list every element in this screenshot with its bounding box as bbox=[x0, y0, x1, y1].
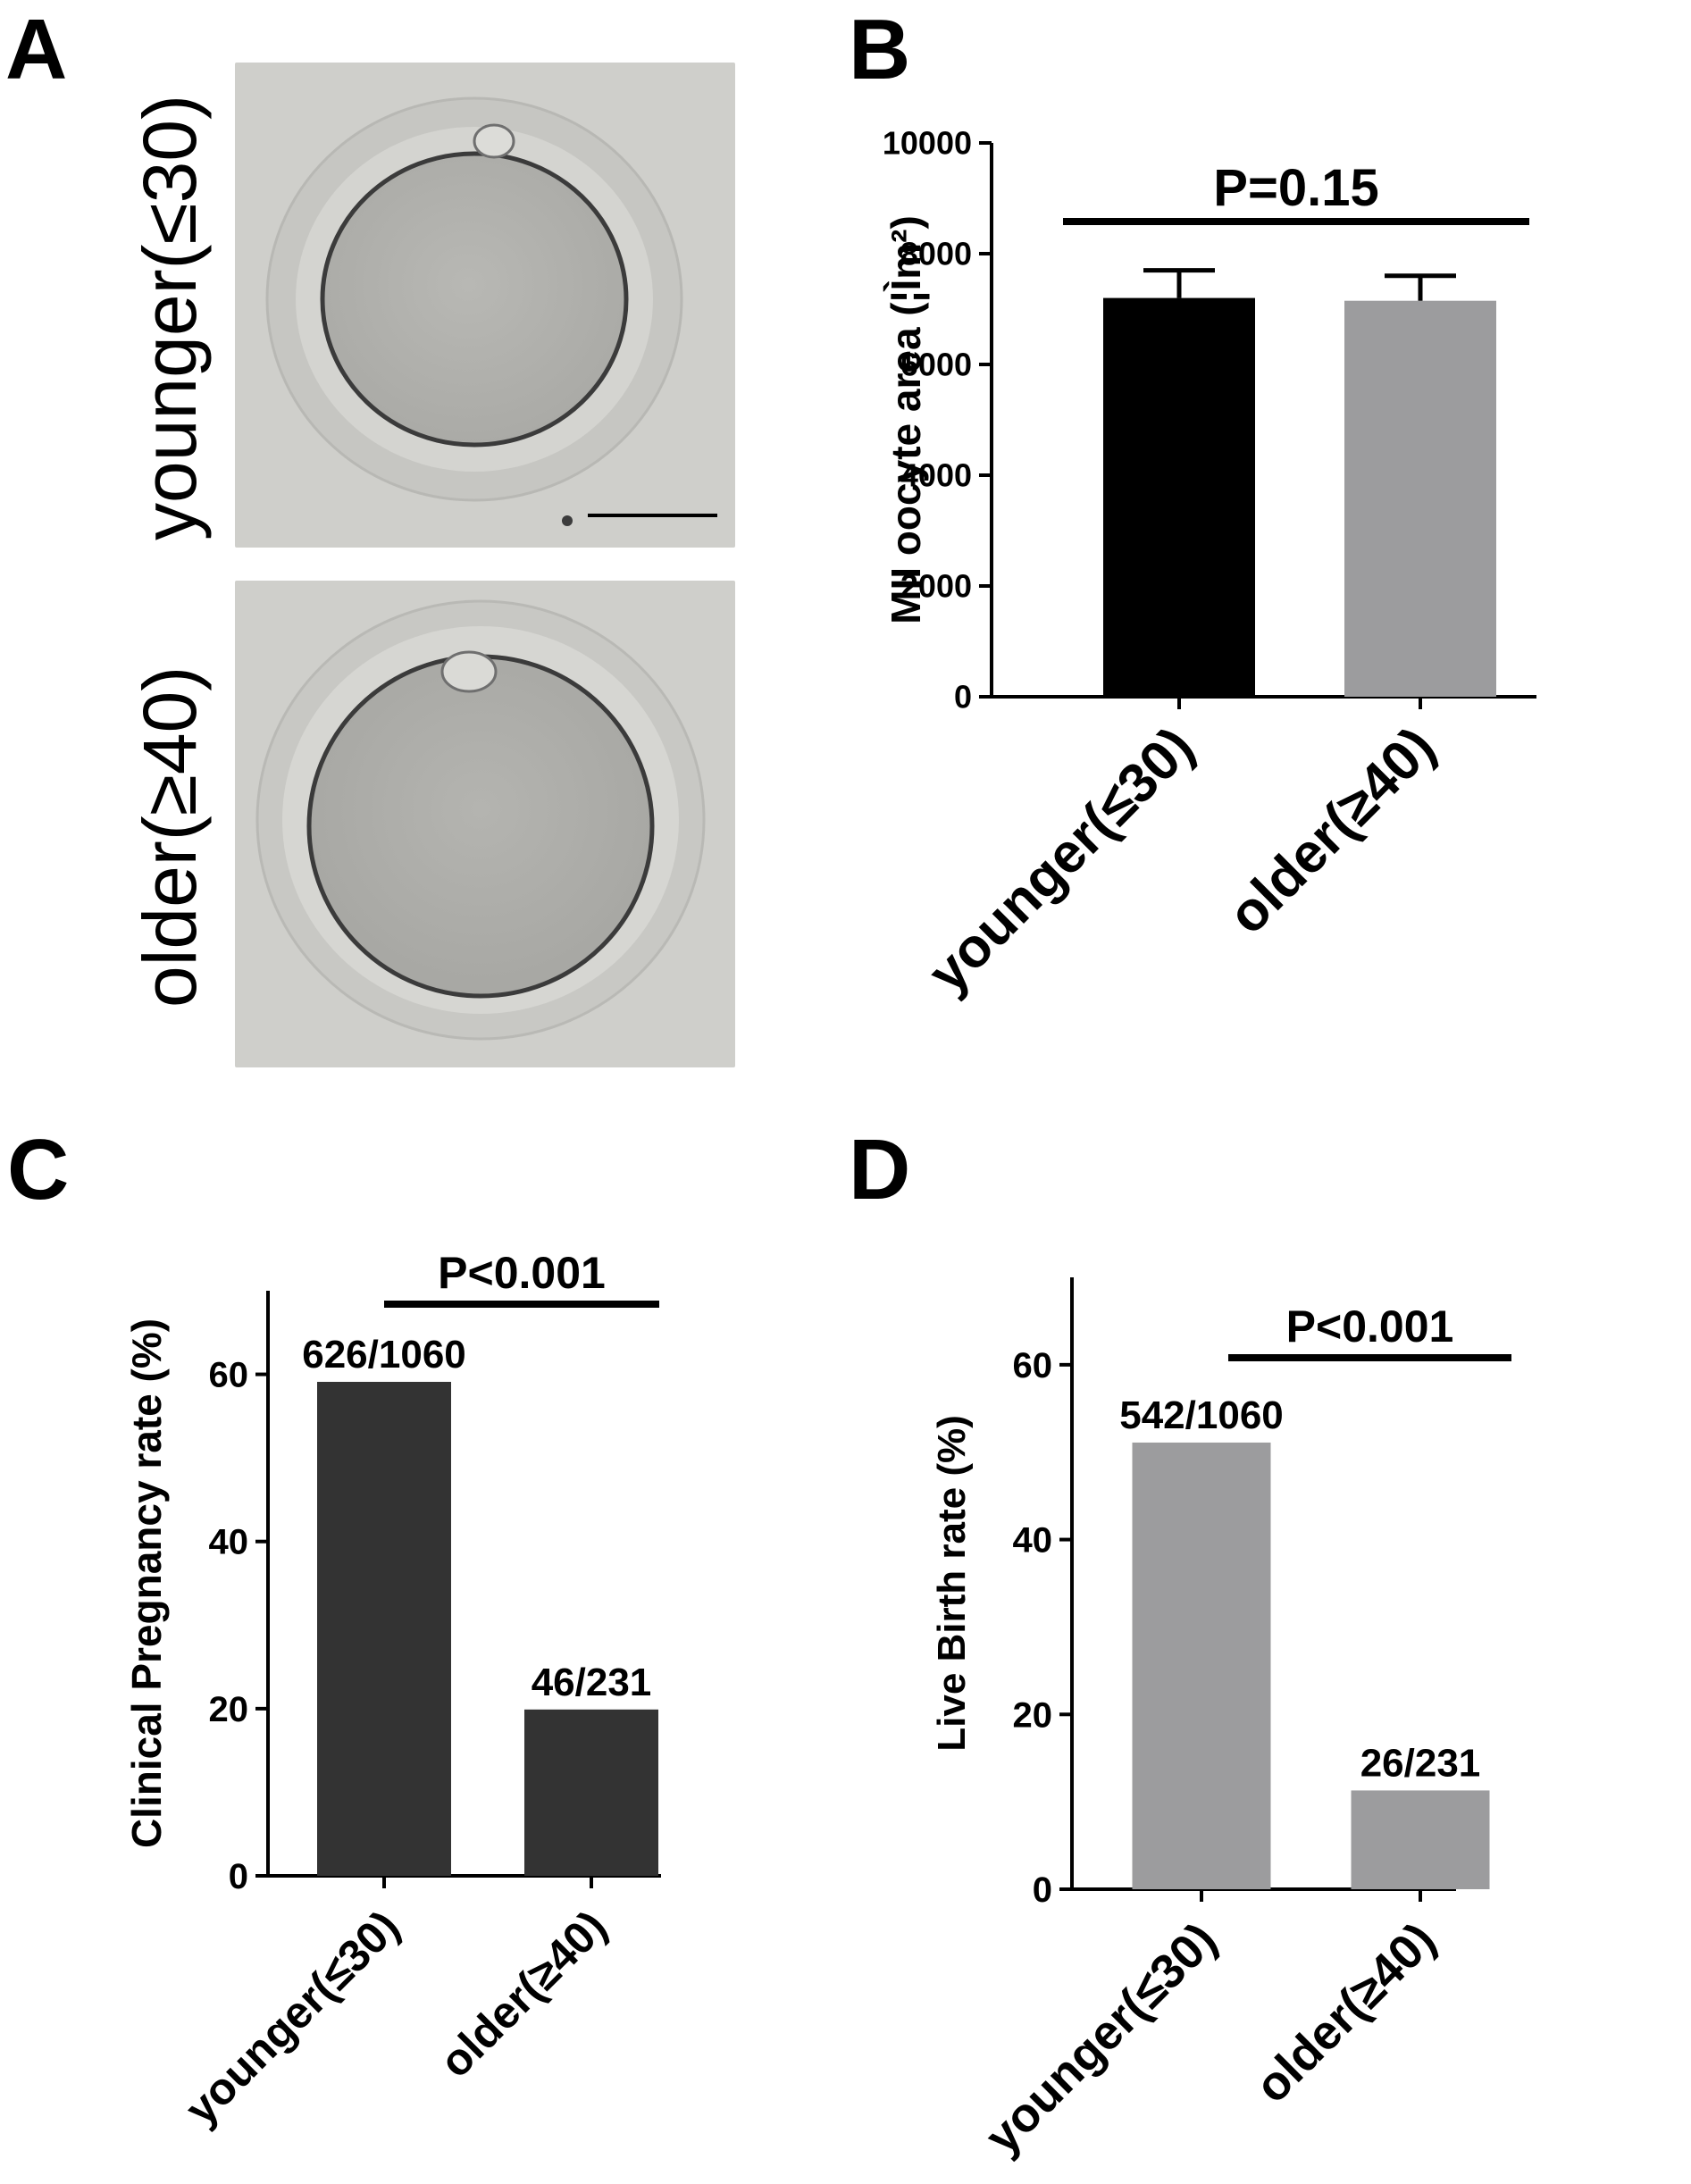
bar bbox=[317, 1381, 451, 1876]
y-tick-label: 40 bbox=[1013, 1521, 1053, 1561]
y-tick-label: 40 bbox=[209, 1523, 249, 1562]
oocyte-micrograph-older bbox=[235, 581, 735, 1067]
bar bbox=[1344, 300, 1496, 697]
chart-clinical-pregnancy-rate: 0 20 40 60 626/1060 younger(≤30) 46/231 older(≥… bbox=[123, 1248, 661, 2135]
significance-label: P<0.001 bbox=[438, 1248, 606, 1298]
bar bbox=[1351, 1790, 1490, 1889]
y-axis-label: Clinical Pregnancy rate (%) bbox=[123, 1318, 170, 1848]
x-category-label: younger(≤30) bbox=[175, 1901, 408, 2134]
panel-letter-c: C bbox=[7, 1122, 70, 1218]
x-category-label: younger(≤30) bbox=[975, 1912, 1227, 2164]
chart-live-birth-rate: 0 20 40 60 542/1060 younger(≤30) 26/231 older(≥… bbox=[930, 1277, 1511, 2164]
y-axis-label: Live Birth rate (%) bbox=[930, 1415, 974, 1752]
oocyte-micrograph-younger bbox=[235, 63, 735, 548]
x-category-label: younger(≤30) bbox=[917, 715, 1206, 1005]
y-tick-label: 8000 bbox=[900, 236, 972, 272]
data-label: 46/231 bbox=[532, 1661, 652, 1704]
data-label: 626/1060 bbox=[302, 1333, 466, 1377]
y-tick-label: 4000 bbox=[900, 457, 972, 494]
y-tick-label: 10000 bbox=[883, 125, 972, 162]
panel-letter-b: B bbox=[849, 2, 911, 97]
bar bbox=[1103, 297, 1255, 697]
bar bbox=[1132, 1442, 1271, 1889]
x-category-label: older(≥40) bbox=[1245, 1912, 1446, 2113]
y-tick-label: 60 bbox=[209, 1356, 249, 1395]
y-tick-label: 20 bbox=[1013, 1695, 1053, 1735]
chart-mii-oocyte-area: 0 2000 4000 6000 8000 10000 younger(≤30) older(… bbox=[883, 125, 1536, 1005]
y-axis-label: MII oocyte area (¦Ìm²) bbox=[883, 215, 929, 624]
y-tick-label: 0 bbox=[229, 1857, 248, 1896]
data-label: 26/231 bbox=[1360, 1741, 1481, 1785]
significance-label: P<0.001 bbox=[1286, 1301, 1454, 1351]
y-tick-label: 0 bbox=[1033, 1870, 1052, 1910]
x-category-label: older(≥40) bbox=[430, 1901, 615, 2087]
significance-label: P=0.15 bbox=[1213, 159, 1378, 217]
y-tick-label: 20 bbox=[209, 1690, 249, 1729]
x-category-label: older(≥40) bbox=[1217, 715, 1447, 946]
y-tick-label: 6000 bbox=[900, 347, 972, 383]
row-label-younger: younger(≤30) bbox=[128, 94, 212, 540]
row-label-older: older(≥40) bbox=[128, 665, 212, 1008]
y-tick-label: 0 bbox=[954, 679, 972, 715]
data-label: 542/1060 bbox=[1119, 1393, 1284, 1437]
panel-letter-d: D bbox=[849, 1122, 911, 1218]
y-tick-label: 2000 bbox=[900, 568, 972, 605]
y-tick-label: 60 bbox=[1013, 1346, 1053, 1385]
bar bbox=[524, 1709, 658, 1876]
panel-letter-a: A bbox=[5, 2, 68, 97]
